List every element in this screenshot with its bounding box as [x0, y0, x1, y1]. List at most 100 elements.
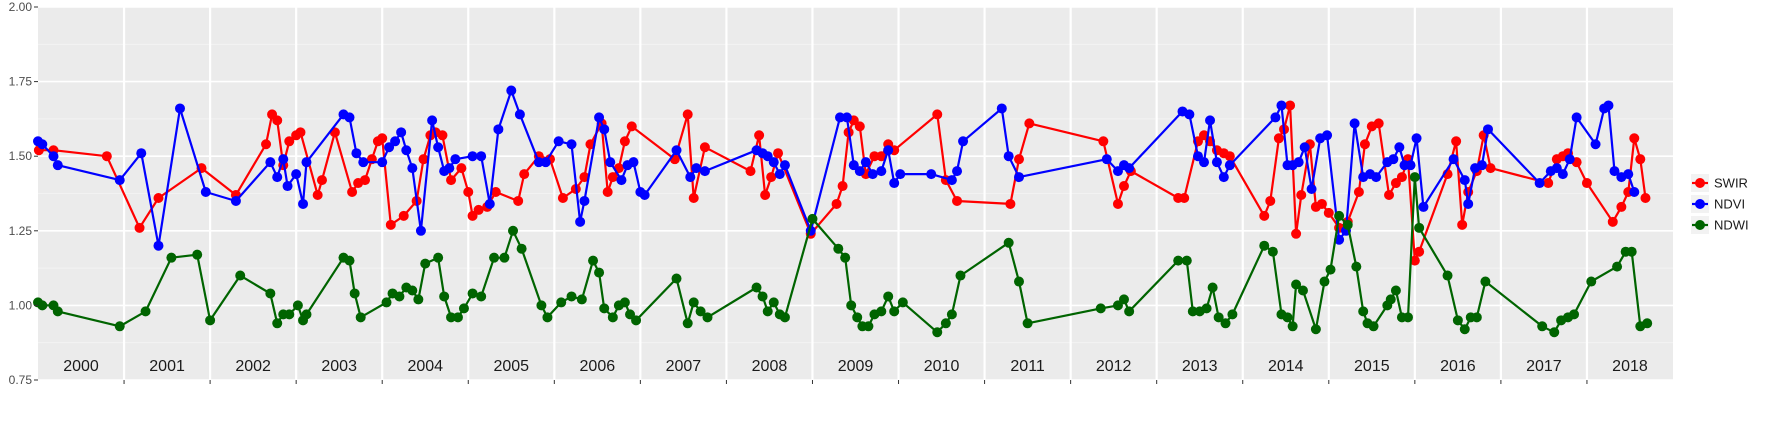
data-point [932, 109, 943, 120]
data-point [889, 306, 900, 317]
data-point [484, 198, 495, 209]
data-point [876, 151, 887, 162]
data-point [840, 252, 851, 263]
legend-marker [1695, 178, 1705, 188]
data-point [1414, 222, 1425, 233]
data-point [301, 309, 312, 320]
data-point [1451, 136, 1462, 147]
data-point [540, 157, 551, 168]
data-point [446, 312, 457, 323]
data-point [1267, 246, 1278, 257]
data-point [1291, 228, 1302, 239]
data-point [1359, 139, 1370, 150]
data-point [1459, 175, 1470, 186]
data-point [876, 166, 887, 177]
data-point [1358, 306, 1369, 317]
data-point [1273, 133, 1284, 144]
data-point [1482, 124, 1493, 135]
legend-marker [1695, 220, 1705, 230]
data-point [1276, 100, 1287, 111]
data-point [401, 145, 412, 156]
data-point [1590, 139, 1601, 150]
data-point [807, 213, 818, 224]
data-point [1418, 201, 1429, 212]
data-point [837, 181, 848, 192]
data-point [854, 121, 865, 132]
data-point [1485, 163, 1496, 174]
legend-item-swir: SWIR [1691, 174, 1748, 192]
data-point [626, 121, 637, 132]
data-point [37, 139, 48, 150]
data-point [1457, 219, 1468, 230]
data-point [833, 243, 844, 254]
data-point [768, 157, 779, 168]
data-point [153, 192, 164, 203]
data-point [1411, 133, 1422, 144]
year-label: 2010 [924, 358, 960, 375]
data-point [556, 297, 567, 308]
data-point [955, 270, 966, 281]
data-point [691, 163, 702, 174]
data-point [774, 169, 785, 180]
data-point [1564, 154, 1575, 165]
year-labels: 2000 2001 2002 2003 2004 2005 2006 2007 2008 2009… [63, 358, 1648, 375]
data-point [566, 139, 577, 150]
data-point [958, 136, 969, 147]
data-point [312, 189, 323, 200]
data-point [685, 172, 696, 183]
data-point [1211, 157, 1222, 168]
data-point [682, 318, 693, 329]
data-point [1095, 303, 1106, 314]
data-point [699, 142, 710, 153]
data-point [1124, 163, 1135, 174]
data-point [766, 172, 777, 183]
data-point [1581, 178, 1592, 189]
data-point [605, 157, 616, 168]
data-point [846, 300, 857, 311]
data-point [385, 219, 396, 230]
data-point [594, 267, 605, 278]
data-point [1306, 184, 1317, 195]
data-point [854, 166, 865, 177]
year-label: 2011 [1010, 358, 1045, 375]
data-point [52, 306, 63, 317]
data-point [200, 187, 211, 198]
data-point [463, 187, 474, 198]
data-point [347, 187, 358, 198]
data-point [671, 145, 682, 156]
year-label: 2016 [1440, 358, 1476, 375]
data-point [1014, 172, 1024, 183]
data-point [499, 252, 510, 263]
data-point [602, 187, 613, 198]
data-point [174, 103, 185, 114]
data-point [1205, 115, 1216, 126]
data-point [420, 258, 431, 269]
data-point [1603, 100, 1614, 111]
data-point [427, 115, 438, 126]
data-point [1623, 169, 1634, 180]
data-point [1476, 160, 1487, 171]
data-point [284, 309, 295, 320]
data-point [631, 315, 642, 326]
x-axis [123, 380, 1588, 384]
y-tick-label: 2.00 [9, 0, 33, 14]
data-point [1282, 312, 1293, 323]
data-point [458, 303, 469, 314]
data-point [1220, 318, 1231, 329]
data-point [1368, 321, 1379, 332]
data-point [360, 175, 370, 186]
data-point [952, 166, 963, 177]
data-point [1396, 172, 1407, 183]
data-point [1405, 160, 1416, 171]
data-point [883, 291, 894, 302]
data-point [1607, 216, 1618, 227]
data-point [1014, 154, 1024, 165]
data-point [1349, 118, 1360, 129]
data-point [1480, 276, 1491, 287]
data-point [1373, 118, 1384, 129]
data-point [768, 297, 779, 308]
data-point [1098, 136, 1109, 147]
series-layer [33, 85, 1653, 338]
year-label: 2003 [321, 358, 357, 375]
